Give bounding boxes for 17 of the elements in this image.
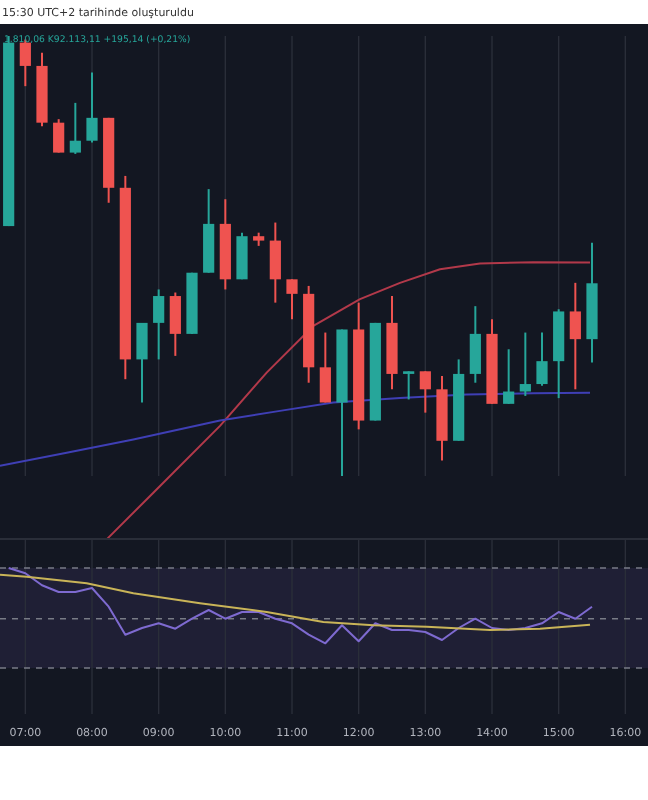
candlestick <box>419 370 431 414</box>
candlestick <box>169 291 181 357</box>
candlestick <box>86 71 98 144</box>
candlestick <box>519 331 531 397</box>
candlestick <box>503 348 515 405</box>
candlestick <box>319 331 331 404</box>
candlestick <box>269 221 281 304</box>
candlestick <box>136 321 148 404</box>
candlestick <box>403 370 415 401</box>
candlestick <box>236 231 248 281</box>
candlestick <box>469 305 481 384</box>
candlestick <box>569 281 581 391</box>
candlestick <box>286 278 298 321</box>
candlestick <box>536 331 548 387</box>
candlestick <box>53 118 65 154</box>
candlestick <box>153 288 165 361</box>
candlestick <box>69 101 81 155</box>
